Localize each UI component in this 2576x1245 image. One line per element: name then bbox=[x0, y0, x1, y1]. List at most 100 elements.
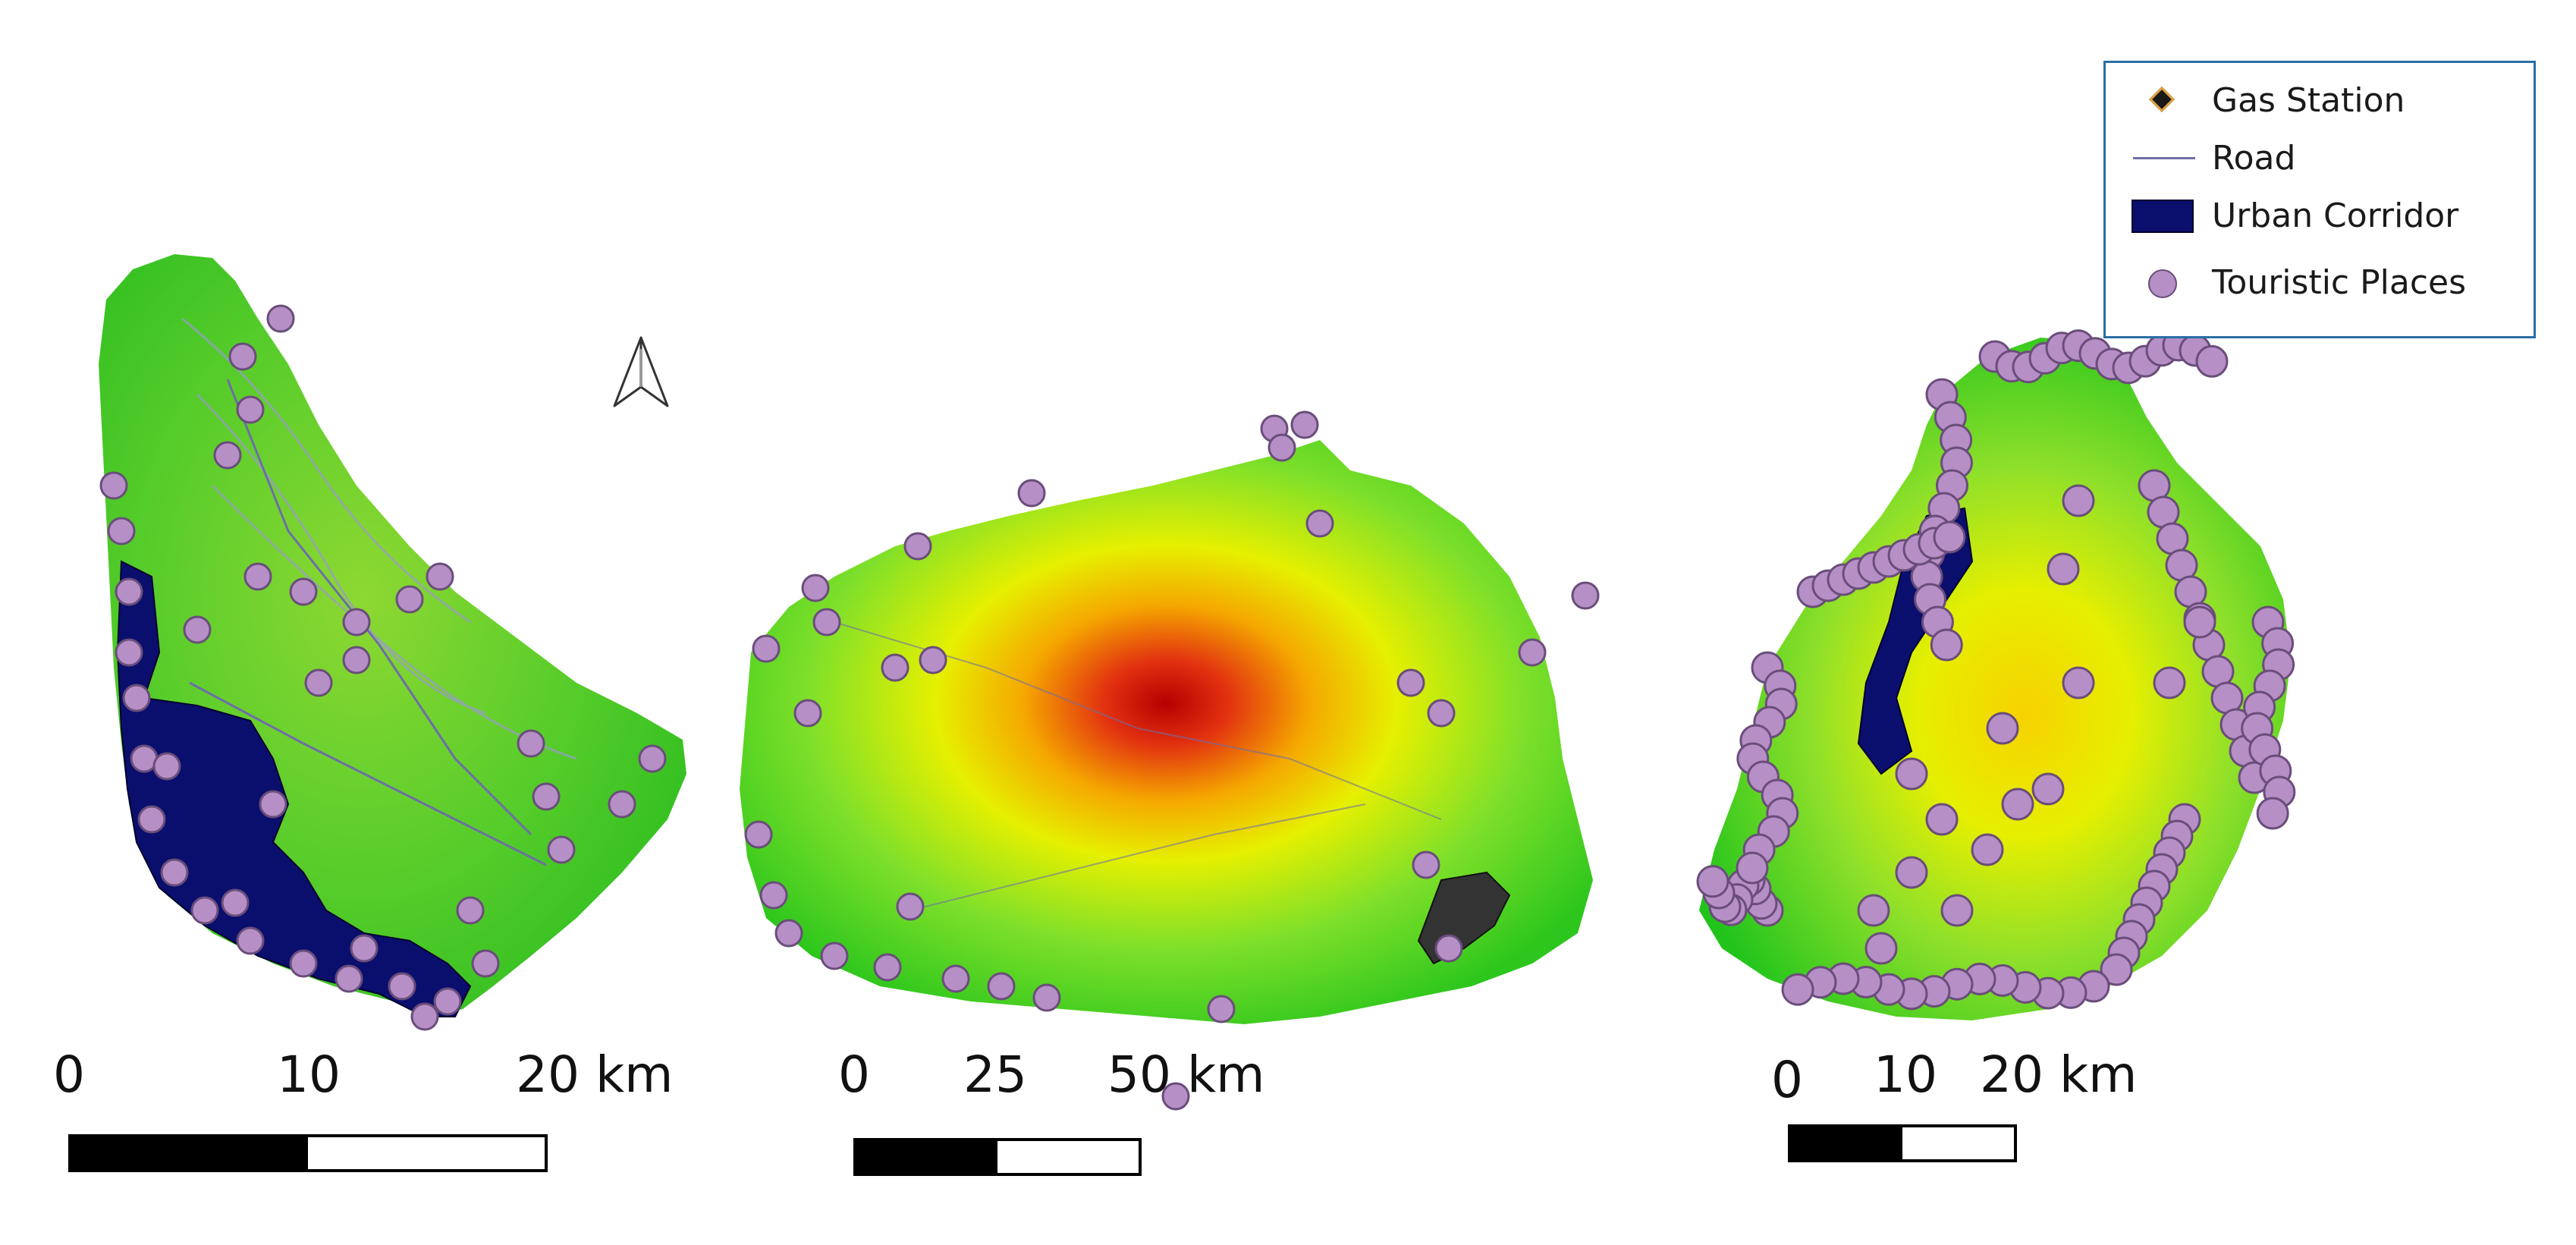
legend-label: Touristic Places bbox=[2212, 263, 2467, 302]
touristic-place-marker bbox=[1781, 973, 1814, 1006]
touristic-place-marker bbox=[2195, 344, 2229, 378]
touristic-place-marker bbox=[812, 608, 841, 637]
legend-label: Road bbox=[2212, 139, 2296, 178]
touristic-place-marker bbox=[2062, 484, 2095, 517]
touristic-place-marker bbox=[1736, 851, 1769, 885]
touristic-place-marker bbox=[1305, 509, 1334, 538]
gas-station-icon bbox=[2149, 86, 2175, 112]
touristic-places-map-3 bbox=[1696, 329, 2296, 1011]
touristic-place-marker bbox=[1930, 628, 1963, 662]
island-1-contours bbox=[181, 317, 577, 760]
touristic-place-marker bbox=[532, 782, 561, 811]
scalebar-tick-label: 25 bbox=[963, 1045, 1027, 1104]
touristic-place-marker bbox=[1571, 581, 1600, 610]
touristic-place-marker bbox=[1857, 894, 1890, 927]
north-arrow-icon bbox=[611, 334, 671, 410]
legend-row-gas-station: Gas Station bbox=[2106, 77, 2534, 122]
touristic-place-marker bbox=[919, 646, 947, 674]
touristic-place-marker bbox=[547, 835, 576, 864]
touristic-place-marker bbox=[213, 441, 242, 470]
touristic-place-marker bbox=[881, 653, 909, 682]
touristic-place-marker bbox=[638, 744, 667, 773]
touristic-place-marker bbox=[410, 1002, 439, 1031]
touristic-place-marker bbox=[752, 634, 781, 663]
touristic-place-marker bbox=[1940, 894, 1974, 927]
touristic-places-map-2 bbox=[744, 410, 1600, 1111]
touristic-place-marker bbox=[1032, 983, 1061, 1012]
touristic-place-marker bbox=[793, 699, 822, 728]
touristic-place-marker bbox=[137, 805, 166, 834]
touristic-place-marker bbox=[1434, 934, 1463, 963]
scalebar-tick-label: 20 km bbox=[1980, 1045, 2138, 1104]
scalebar-tick-label: 0 bbox=[838, 1045, 870, 1104]
roads-1 bbox=[189, 379, 547, 866]
touristic-place-marker bbox=[2100, 953, 2133, 986]
touristic-place-marker bbox=[2031, 772, 2065, 806]
touristic-place-marker bbox=[289, 949, 318, 978]
touristic-place-marker bbox=[1290, 410, 1319, 439]
touristic-place-marker bbox=[759, 881, 788, 910]
touristic-place-marker bbox=[2183, 605, 2216, 639]
map-legend: Gas Station Road Urban Corridor Touristi… bbox=[2103, 61, 2536, 338]
touristic-place-marker bbox=[2047, 552, 2080, 586]
touristic-place-marker bbox=[2256, 797, 2289, 830]
touristic-place-marker bbox=[236, 395, 265, 424]
map-2 bbox=[740, 410, 1600, 1111]
touristic-place-marker bbox=[350, 934, 379, 963]
touristic-place-marker bbox=[1268, 433, 1296, 462]
touristic-place-marker bbox=[426, 562, 454, 591]
touristic-place-marker bbox=[304, 668, 333, 697]
touristic-place-marker bbox=[243, 562, 272, 591]
touristic-place-marker bbox=[122, 684, 151, 712]
touristic-place-marker bbox=[2062, 666, 2095, 700]
touristic-place-marker bbox=[608, 790, 636, 819]
touristic-place-marker bbox=[873, 953, 902, 982]
scalebar-tick-label: 20 km bbox=[516, 1045, 674, 1104]
touristic-place-marker bbox=[228, 342, 257, 371]
touristic-place-marker bbox=[1971, 833, 2004, 866]
touristic-place-marker bbox=[1696, 865, 1729, 898]
touristic-place-marker bbox=[517, 729, 545, 758]
legend-label: Urban Corridor bbox=[2212, 196, 2459, 235]
touristic-place-marker bbox=[1427, 699, 1456, 728]
island-2-terrain bbox=[740, 440, 1593, 1024]
scalebar-bar bbox=[1788, 1124, 2017, 1162]
touristic-place-marker bbox=[1396, 668, 1425, 697]
map-3 bbox=[1696, 329, 2296, 1020]
touristic-place-marker bbox=[1895, 757, 1928, 791]
touristic-place-marker bbox=[99, 471, 128, 500]
map-1 bbox=[99, 254, 686, 1031]
touristic-place-marker bbox=[183, 615, 212, 644]
touristic-place-marker bbox=[820, 942, 849, 970]
touristic-place-marker bbox=[471, 949, 500, 978]
scalebar-bar bbox=[68, 1134, 548, 1172]
touristic-place-marker bbox=[1925, 803, 1959, 836]
touristic-place-marker bbox=[115, 577, 143, 606]
scalebar-bar bbox=[853, 1138, 1142, 1176]
scalebar-tick-label: 10 bbox=[277, 1045, 341, 1104]
touristic-place-marker bbox=[152, 752, 181, 781]
touristic-place-marker bbox=[107, 517, 136, 545]
touristic-place-marker bbox=[987, 972, 1016, 1001]
touristic-place-marker bbox=[801, 574, 830, 602]
touristic-place-marker bbox=[236, 926, 265, 955]
touristic-place-marker bbox=[1895, 856, 1928, 889]
touristic-place-marker bbox=[1986, 712, 2019, 745]
touristic-place-marker bbox=[388, 972, 416, 1001]
legend-row-road: Road bbox=[2106, 134, 2534, 180]
touristic-place-marker bbox=[2001, 788, 2034, 821]
scalebar-tick-label: 10 bbox=[1874, 1045, 1937, 1104]
touristic-place-marker bbox=[1412, 850, 1440, 879]
touristic-place-marker bbox=[1017, 479, 1046, 508]
touristic-place-marker bbox=[395, 585, 424, 614]
touristic-place-marker bbox=[774, 919, 803, 948]
touristic-place-marker bbox=[1864, 932, 1898, 965]
urban-corridor-3 bbox=[1857, 507, 1974, 775]
touristic-place-icon bbox=[2148, 269, 2177, 298]
legend-row-touristic-places: Touristic Places bbox=[2106, 259, 2534, 304]
scalebar-tick-label: 50 km bbox=[1107, 1045, 1265, 1104]
road-line-icon bbox=[2133, 157, 2195, 159]
touristic-place-marker bbox=[1161, 1082, 1190, 1111]
touristic-places-map-1 bbox=[99, 304, 667, 1031]
